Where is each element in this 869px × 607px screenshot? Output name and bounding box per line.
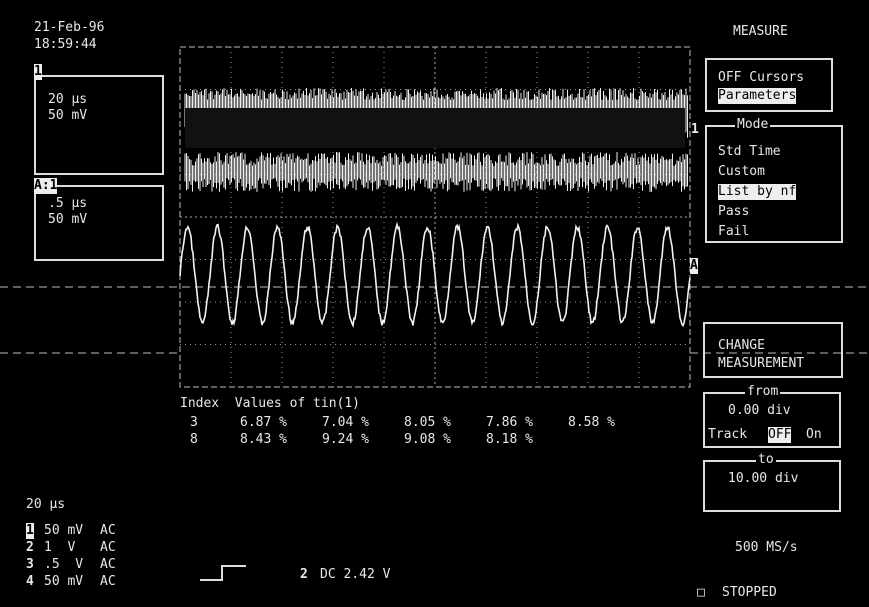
table-cell: 9.08 % [404,432,451,447]
softkey[interactable] [703,322,843,378]
channel-coupling: AC [100,574,116,589]
sample-rate: 500 MS/s [735,540,798,555]
change-line: CHANGE [718,338,765,353]
trace-band [185,108,685,148]
table-cell: 8.58 % [568,415,615,430]
channel-coupling: AC [100,540,116,555]
table-cell: 6.87 % [240,415,287,430]
trace-volts: 50 mV [48,108,88,123]
table-cell: 9.24 % [322,432,369,447]
time: 18:59:44 [34,37,97,52]
cursors-option: OFF Cursors [718,70,805,85]
softkey[interactable] [705,58,833,112]
track-on: On [806,427,822,442]
status-icon: □ [697,585,705,600]
channel-volts: 50 mV [44,523,84,538]
to-title: to [756,452,776,468]
trace-timebase: .5 µs [48,196,88,211]
table-cell: 8.43 % [240,432,287,447]
mode-option: Pass [718,204,750,219]
trace-marker: 1 [691,122,699,137]
channel-volts: 50 mV [44,574,84,589]
trace-zoom [179,221,691,329]
trigger-icon [200,565,246,581]
table-cell: 7.86 % [486,415,533,430]
zoom-marker: A [690,258,698,274]
table-cell: 8.05 % [404,415,451,430]
trace-volts: 50 mV [48,212,88,227]
status: STOPPED [722,585,777,600]
softkey[interactable] [705,125,843,243]
trace-box[interactable] [34,185,164,261]
date: 21-Feb-96 [34,20,105,35]
parameters-option: Parameters [718,88,797,104]
from-value: 0.00 div [728,403,791,418]
trace-label: A:1 [34,178,58,194]
mode-option: List by nf [718,184,797,200]
trace-label: 1 [34,64,42,80]
trace-box[interactable] [34,75,164,175]
channel-number: 3 [26,557,34,572]
mode-title: Mode [735,117,771,133]
trigger-level: DC 2.42 V [320,567,391,582]
mode-option: Fail [718,224,750,239]
channel-number: 1 [26,523,34,539]
channel-volts: .5 V [44,557,84,572]
channel-volts: 1 V [44,540,76,555]
channel-number: 4 [26,574,34,589]
to-value: 10.00 div [728,471,799,486]
channel-coupling: AC [100,557,116,572]
from-title: from [745,384,781,400]
table-header: Index Values of tin(1) [180,396,361,411]
table-cell: 8 [190,432,198,447]
change-line: MEASUREMENT [718,356,805,371]
mode-option: Custom [718,164,765,179]
timebase: 20 µs [26,497,66,512]
trace-timebase: 20 µs [48,92,88,107]
menu-title: MEASURE [733,24,788,39]
channel-number: 2 [26,540,34,555]
mode-option: Std Time [718,144,781,159]
track-label: Track [708,427,748,442]
channel-coupling: AC [100,523,116,538]
trigger-channel: 2 [300,567,308,582]
table-cell: 8.18 % [486,432,533,447]
table-cell: 7.04 % [322,415,369,430]
track-off: OFF [768,427,792,443]
table-cell: 3 [190,415,198,430]
